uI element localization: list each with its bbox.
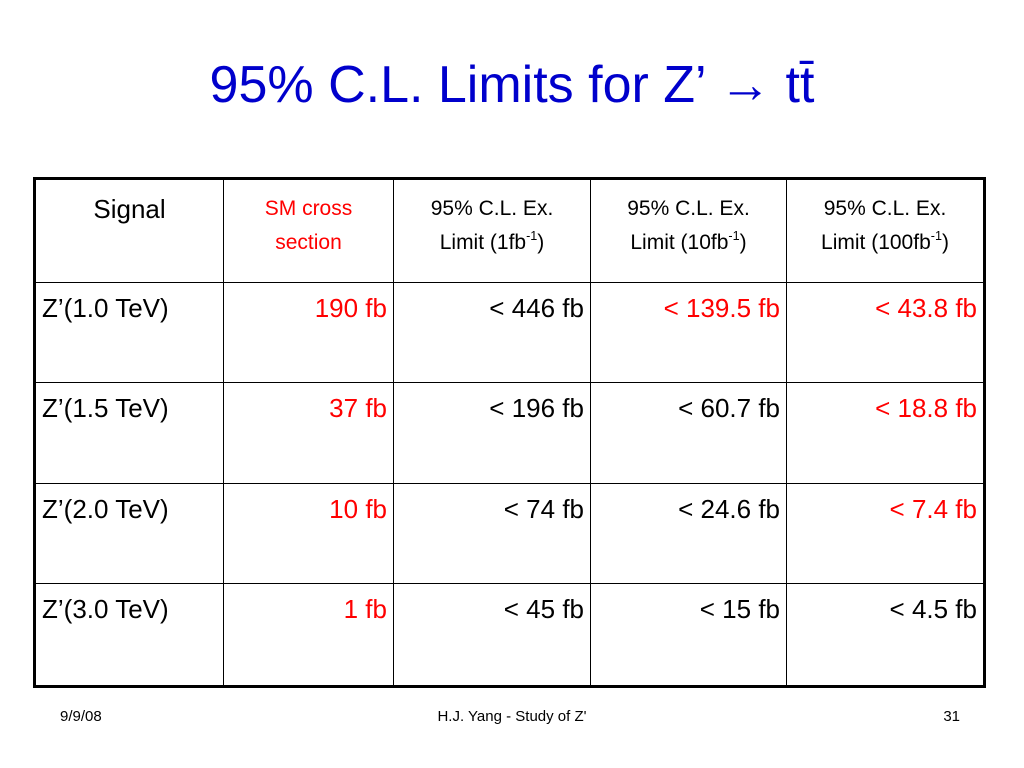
- header-limit: Limit (1fb-1): [400, 226, 584, 260]
- table-row: Z’(1.5 TeV) 37 fb < 196 fb < 60.7 fb < 18.8 …: [34, 382, 985, 484]
- value-cell: 190 fb: [223, 281, 394, 384]
- header-row: Signal SM cross section 95% C.L. Ex. Limit …: [34, 178, 985, 283]
- header-limit: Limit (10fb-1): [597, 226, 780, 260]
- footer-page: 31: [943, 708, 960, 725]
- value-cell: < 60.7 fb: [590, 382, 787, 484]
- signal-cell: Z’(1.0 TeV): [34, 281, 224, 384]
- limit-text: ): [941, 231, 949, 254]
- table-row: Z’(1.0 TeV) 190 fb < 446 fb < 139.5 fb < 43.…: [34, 281, 985, 384]
- value-cell: < 45 fb: [393, 583, 591, 687]
- value-cell: < 139.5 fb: [590, 281, 787, 384]
- value-cell: < 15 fb: [590, 583, 787, 687]
- signal-cell: Z’(3.0 TeV): [34, 583, 224, 687]
- table-row: Z’(2.0 TeV) 10 fb < 74 fb < 24.6 fb < 7.4 fb: [34, 482, 985, 585]
- footer-date: 9/9/08: [60, 708, 102, 725]
- value-cell: < 446 fb: [393, 281, 591, 384]
- superscript: -1: [930, 229, 942, 244]
- limit-text: Limit (100fb: [821, 231, 931, 254]
- table-body: Signal SM cross section 95% C.L. Ex. Limit …: [34, 178, 985, 687]
- value-cell: < 196 fb: [393, 382, 591, 484]
- header-limit: Limit (100fb-1): [793, 226, 977, 260]
- value-cell: < 4.5 fb: [786, 583, 985, 687]
- value-cell: < 24.6 fb: [590, 482, 787, 585]
- limit-text: ): [739, 231, 747, 254]
- limits-table: Signal SM cross section 95% C.L. Ex. Limit …: [33, 177, 986, 688]
- header-cell: 95% C.L. Ex. Limit (10fb-1): [590, 178, 787, 283]
- superscript: -1: [526, 229, 538, 244]
- value-cell: 10 fb: [223, 482, 394, 585]
- header-text: 95% C.L. Ex.: [823, 197, 947, 220]
- header-text: SM cross section: [264, 197, 353, 254]
- header-text: 95% C.L. Ex.: [627, 197, 750, 220]
- header-text: Signal: [93, 194, 166, 224]
- signal-cell: Z’(1.5 TeV): [34, 382, 224, 484]
- limit-text: Limit (1fb: [439, 231, 527, 254]
- table-row: Z’(3.0 TeV) 1 fb < 45 fb < 15 fb < 4.5 fb: [34, 583, 985, 687]
- slide-title: 95% C.L. Limits for Z’ → tt̄: [209, 56, 815, 114]
- superscript: -1: [728, 229, 740, 244]
- header-cell: 95% C.L. Ex. Limit (1fb-1): [393, 178, 591, 283]
- signal-cell: Z’(2.0 TeV): [34, 482, 224, 585]
- header-cell: Signal: [34, 178, 224, 283]
- limit-text: Limit (10fb: [630, 231, 729, 254]
- value-cell: < 43.8 fb: [786, 281, 985, 384]
- footer-center: H.J. Yang - Study of Z': [437, 708, 587, 725]
- header-cell: SM cross section: [223, 178, 394, 283]
- header-cell: 95% C.L. Ex. Limit (100fb-1): [786, 178, 985, 283]
- limit-text: ): [537, 231, 545, 254]
- value-cell: < 7.4 fb: [786, 482, 985, 585]
- value-cell: 1 fb: [223, 583, 394, 687]
- value-cell: < 74 fb: [393, 482, 591, 585]
- value-cell: 37 fb: [223, 382, 394, 484]
- header-text: 95% C.L. Ex.: [430, 197, 554, 220]
- value-cell: < 18.8 fb: [786, 382, 985, 484]
